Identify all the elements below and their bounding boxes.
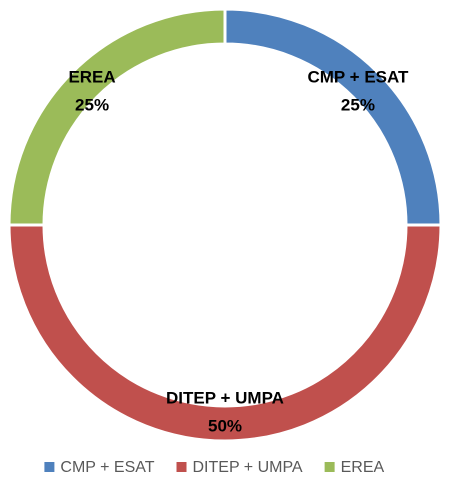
legend-label: CMP + ESAT <box>60 459 154 476</box>
donut-slice <box>7 223 443 443</box>
legend-swatch <box>176 462 187 472</box>
legend-swatch <box>324 462 335 472</box>
data-label-name: DITEP + UMPA <box>166 388 284 407</box>
legend-label: EREA <box>341 459 385 476</box>
legend-label: DITEP + UMPA <box>193 459 303 476</box>
data-label-value: 50% <box>208 416 242 435</box>
legend-swatch <box>44 462 55 472</box>
data-label-name: EREA <box>68 68 115 87</box>
data-label-value: 25% <box>341 96 375 115</box>
donut-slice <box>223 7 443 227</box>
data-label-name: CMP + ESAT <box>307 68 409 87</box>
data-label-value: 25% <box>75 96 109 115</box>
donut-slice <box>7 7 227 227</box>
